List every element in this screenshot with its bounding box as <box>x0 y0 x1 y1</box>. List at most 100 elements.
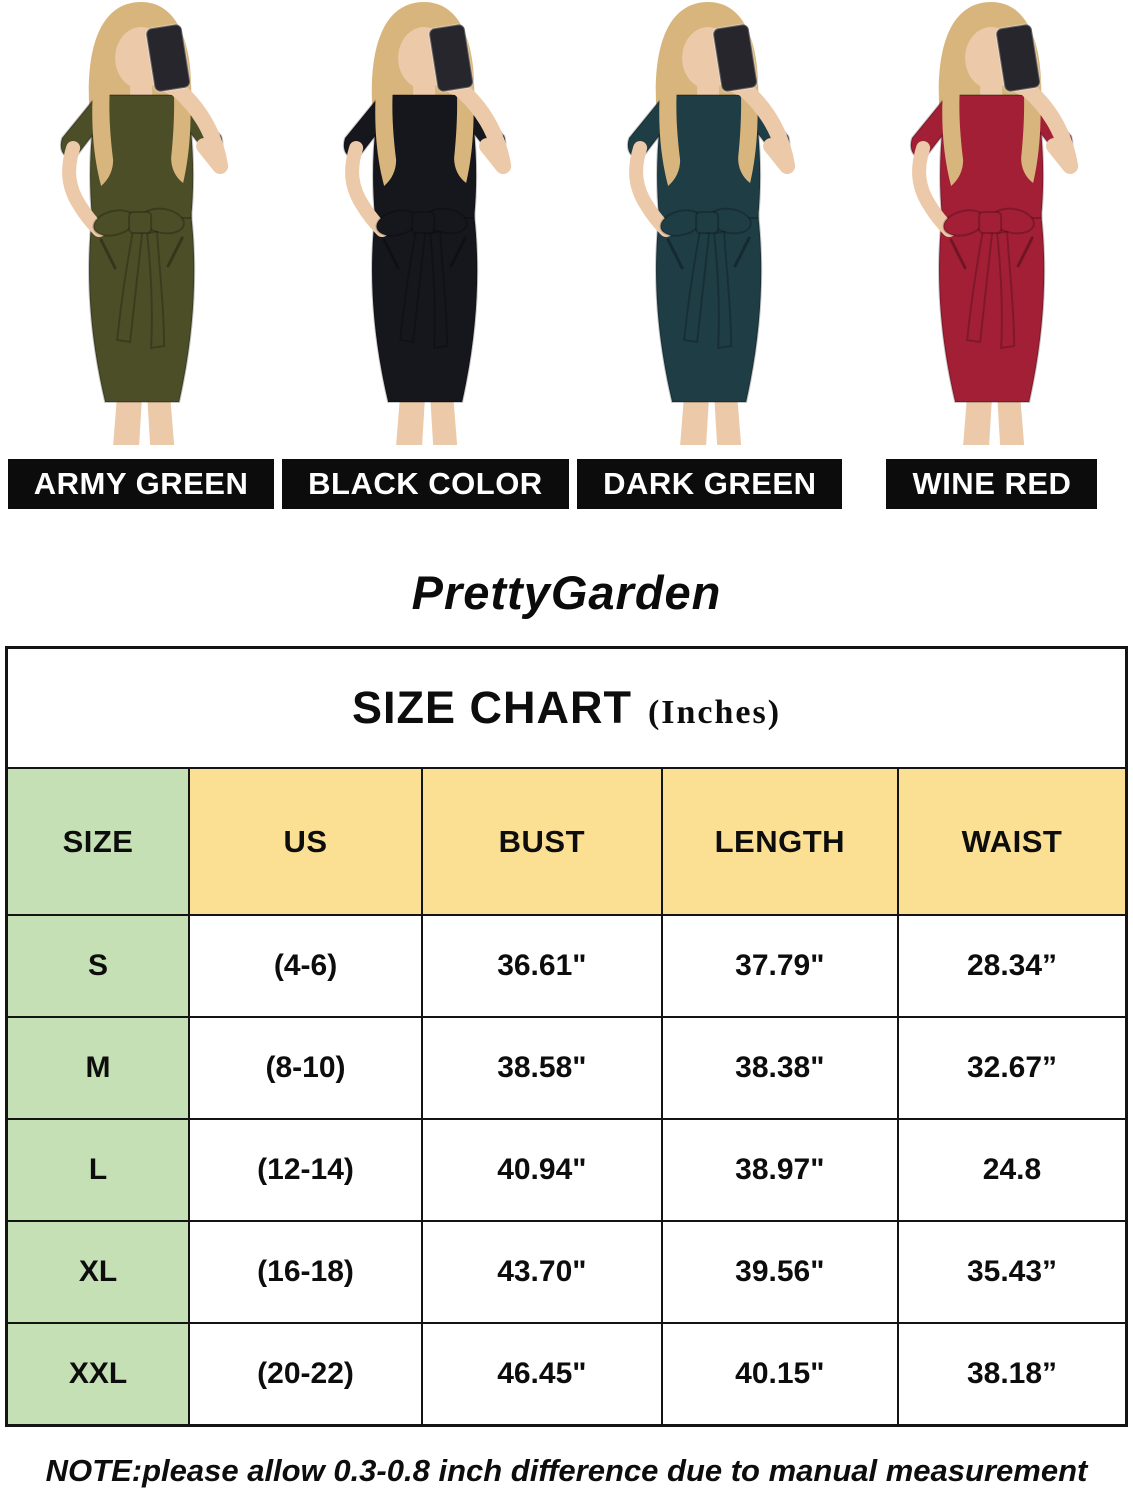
belt-tie <box>682 228 710 344</box>
size-chart-table: SIZE CHART (Inches) SIZE US BUST LENGTH W… <box>5 646 1128 1427</box>
cell-bust: 46.45" <box>421 1322 663 1427</box>
model-illustration <box>626 2 795 445</box>
size-chart-title-units: (Inches) <box>647 694 782 731</box>
pocket-line <box>99 238 117 270</box>
cell-us: (12-14) <box>188 1118 423 1222</box>
leg-shape <box>713 395 741 445</box>
cell-length: 39.56" <box>660 1220 899 1324</box>
table-row-m: M (8-10) 38.58" 38.38" 32.67” <box>5 1016 1128 1120</box>
phone-icon <box>994 23 1041 93</box>
dress-skirt <box>88 213 196 403</box>
cell-bust: 38.58" <box>421 1016 663 1120</box>
hair-strand <box>658 58 680 186</box>
belt-tie <box>712 230 732 350</box>
cell-length: 37.79" <box>660 914 899 1018</box>
brand-name: PrettyGarden <box>411 566 722 619</box>
pocket-line <box>949 238 967 270</box>
header-cell-waist: WAIST <box>896 767 1128 916</box>
leg-shape <box>962 395 992 445</box>
dress-skirt <box>654 213 762 403</box>
table-row-s: S (4-6) 36.61" 37.79" 28.34” <box>5 914 1128 1018</box>
label-slot: WINE RED <box>851 459 1133 509</box>
belt-knot <box>977 211 1002 234</box>
pocket-line <box>449 236 467 268</box>
cell-size: XL <box>5 1220 191 1324</box>
product-photos-row <box>0 0 1133 445</box>
header-cell-us: US <box>188 767 423 916</box>
header-cell-length: LENGTH <box>660 767 899 916</box>
phone-icon <box>145 23 192 93</box>
cell-bust: 43.70" <box>421 1220 663 1324</box>
belt-tie <box>429 230 449 350</box>
arm-shape <box>62 141 107 237</box>
leg-shape <box>396 395 426 445</box>
leg-shape <box>430 395 458 445</box>
belt-knot <box>694 211 719 234</box>
color-label-wine-red: WINE RED <box>886 459 1098 509</box>
color-label-black: BLACK COLOR <box>282 459 569 509</box>
model-illustration <box>59 2 229 445</box>
leg-shape <box>147 395 175 445</box>
leg-shape <box>996 395 1024 445</box>
pocket-line <box>1016 236 1034 268</box>
label-slot: DARK GREEN <box>569 459 851 509</box>
product-photo-wine-red <box>849 0 1133 445</box>
hair-strand <box>92 58 114 186</box>
phone-icon <box>711 23 758 93</box>
size-chart-title: SIZE CHART <box>351 682 632 733</box>
arm-shape <box>628 141 673 237</box>
table-row-xxl: XXL (20-22) 46.45" 40.15" 38.18” <box>5 1322 1128 1427</box>
label-slot: BLACK COLOR <box>282 459 569 509</box>
cell-waist: 32.67” <box>896 1016 1128 1120</box>
leg-shape <box>113 395 143 445</box>
cell-us: (20-22) <box>188 1322 423 1427</box>
cell-length: 38.97" <box>660 1118 899 1222</box>
arm-shape <box>168 80 229 174</box>
cell-length: 40.15" <box>660 1322 899 1427</box>
cell-waist: 24.8 <box>896 1118 1128 1222</box>
pocket-line <box>166 236 184 268</box>
cell-size: S <box>5 914 191 1018</box>
cell-us: (4-6) <box>188 914 423 1018</box>
belt-tie <box>995 230 1015 350</box>
cell-bust: 40.94" <box>421 1118 663 1222</box>
table-row-xl: XL (16-18) 43.70" 39.56" 35.43” <box>5 1220 1128 1324</box>
model-illustration <box>343 2 512 445</box>
product-photo-army-green <box>0 0 284 445</box>
cell-waist: 28.34” <box>896 914 1128 1018</box>
cell-us: (16-18) <box>188 1220 423 1324</box>
header-row: SIZE US BUST LENGTH WAIST <box>5 767 1128 916</box>
belt-knot <box>128 211 153 234</box>
model-illustration <box>909 2 1078 445</box>
color-label-dark-green: DARK GREEN <box>577 459 843 509</box>
belt-knot <box>411 211 436 234</box>
pocket-line <box>666 238 684 270</box>
hair-strand <box>375 58 397 186</box>
cell-size: XXL <box>5 1322 191 1427</box>
product-photo-black <box>283 0 567 445</box>
label-slot: ARMY GREEN <box>0 459 282 509</box>
cell-size: L <box>5 1118 191 1222</box>
title-row: SIZE CHART (Inches) <box>5 646 1128 769</box>
dress-skirt <box>937 213 1045 403</box>
cell-waist: 38.18” <box>896 1322 1128 1427</box>
hair-strand <box>942 58 963 186</box>
table-row-l: L (12-14) 40.94" 38.97" 24.8 <box>5 1118 1128 1222</box>
arm-shape <box>734 80 795 174</box>
cell-waist: 35.43” <box>896 1220 1128 1324</box>
dress-skirt <box>371 213 479 403</box>
belt-tie <box>116 228 144 344</box>
cell-length: 38.38" <box>660 1016 899 1120</box>
measurement-note: NOTE:please allow 0.3-0.8 inch differenc… <box>45 1453 1088 1488</box>
cell-us: (8-10) <box>188 1016 423 1120</box>
belt-tie <box>146 230 166 350</box>
phone-icon <box>428 23 475 93</box>
pocket-line <box>733 236 751 268</box>
color-label-army-green: ARMY GREEN <box>7 459 275 509</box>
cell-size: M <box>5 1016 191 1120</box>
belt-tie <box>399 228 427 344</box>
cell-bust: 36.61" <box>421 914 663 1018</box>
arm-shape <box>1017 80 1078 174</box>
arm-shape <box>345 141 390 237</box>
size-chart-title-cell: SIZE CHART (Inches) <box>5 646 1128 769</box>
